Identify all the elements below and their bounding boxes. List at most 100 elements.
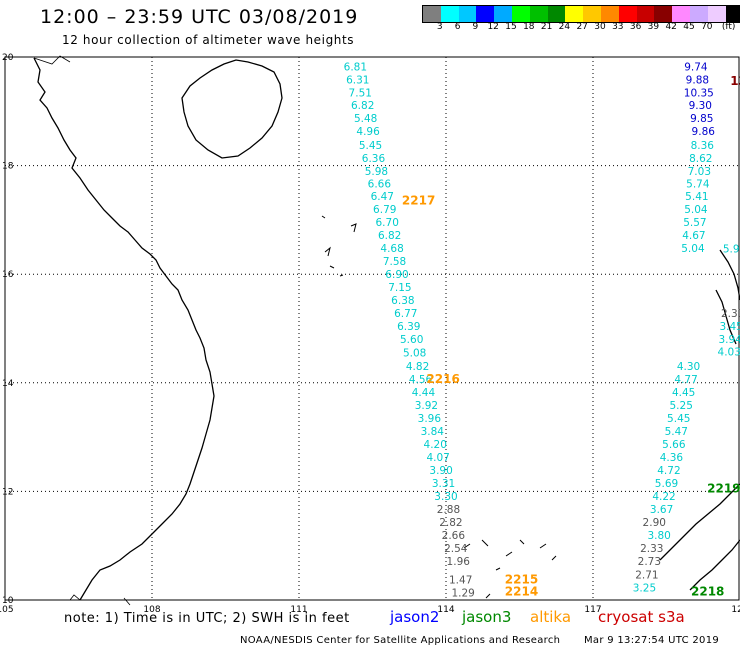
legend-tick-label: 42 (665, 22, 677, 32)
wave-height-label: 3.67 (650, 504, 673, 516)
legend-swatch (600, 6, 619, 22)
wave-height-label: 4.56 (409, 374, 433, 386)
legend-swatch (476, 6, 495, 22)
lon-tick-label: 105 (0, 605, 14, 615)
pass-number-label: 2218 (691, 585, 724, 599)
wave-height-label: 4.45 (672, 387, 695, 399)
wave-height-label: 4.82 (406, 361, 429, 373)
wave-height-label: 4.67 (682, 230, 705, 242)
legend-tick-label: 36 (629, 22, 642, 32)
wave-height-label: 6.90 (385, 269, 408, 281)
legend-tick-label: 12 (487, 22, 499, 32)
lon-tick-label: 120 (731, 605, 740, 615)
wave-height-label: 4.20 (424, 439, 447, 451)
legend-tick-label: 39 (647, 22, 660, 32)
map-title: 12:00 – 23:59 UTC 03/08/2019 (40, 6, 359, 28)
legend-jason3: jason3 (462, 608, 512, 626)
lat-lon-grid: 105 108 111 114 117 120 20 18 16 14 12 10 (0, 53, 740, 615)
wave-height-label: 5.08 (403, 348, 426, 360)
pass-number-label: 2216 (426, 372, 459, 386)
wave-height-label: 2.73 (638, 556, 661, 568)
footer-note: note: 1) Time is in UTC; 2) SWH is in fe… (64, 611, 350, 626)
wave-height-label: 3.80 (647, 530, 670, 542)
wave-height-label: 3.96 (418, 413, 442, 425)
legend-swatch (511, 6, 530, 22)
legend-swatch (725, 6, 740, 22)
wave-height-label: 6.77 (394, 308, 417, 320)
legend-tick-label: 24 (558, 22, 571, 32)
wave-height-label: 5.66 (662, 439, 686, 451)
lat-tick-label: 10 (2, 596, 14, 606)
lat-tick-label: 18 (2, 162, 14, 172)
legend-swatch (458, 6, 477, 22)
wave-height-label: 6.66 (368, 178, 392, 190)
vietnam-inland (33, 55, 71, 65)
wave-height-label: 9.74 (684, 62, 708, 74)
wave-height-label: 5.41 (685, 191, 708, 203)
wave-height-label: 6.70 (376, 217, 399, 229)
luzon-coastline (715, 249, 740, 345)
legend-swatch (654, 6, 673, 22)
legend-tick-label: 9 (472, 22, 479, 32)
wave-height-label: 3.25 (633, 582, 656, 594)
wave-height-label: 3.31 (432, 478, 455, 490)
lon-tick-label: 114 (437, 605, 454, 615)
wave-height-label: 6.31 (346, 75, 369, 87)
paracel-islands (321, 215, 357, 277)
wave-height-label: 6.82 (378, 230, 401, 242)
wave-height-label: 9.30 (689, 100, 712, 112)
wave-height-label: 4.07 (426, 452, 449, 464)
wave-height-label: 5.74 (686, 178, 710, 190)
wave-height-label: 6.47 (371, 191, 394, 203)
legend-tick-label: 33 (612, 22, 624, 32)
legend-tick-label: 21 (540, 22, 553, 32)
wave-height-label: 4.22 (652, 491, 675, 503)
wave-height-label: 2.54 (444, 543, 468, 555)
wave-height-label: 3.92 (415, 400, 438, 412)
wave-height-label: 9.85 (690, 113, 713, 125)
wave-height-label: 9.88 (686, 75, 709, 87)
wave-height-label: 6.38 (391, 295, 414, 307)
wave-height-label: 5.45 (359, 140, 382, 152)
wave-height-label: 5.04 (681, 243, 705, 255)
legend-swatch (583, 6, 601, 22)
legend-swatch (707, 6, 726, 22)
legend-tick-label: 27 (576, 22, 588, 32)
map-subtitle: 12 hour collection of altimeter wave hei… (62, 33, 355, 47)
legend-jason2: jason2 (390, 608, 440, 626)
legend-swatch (529, 6, 548, 22)
map-frame (4, 56, 740, 601)
wave-height-label: 7.03 (688, 166, 711, 178)
lat-tick-label: 16 (2, 270, 14, 280)
wave-height-label: 4.30 (677, 361, 700, 373)
legend-tick-label: 18 (523, 22, 535, 32)
legend-swatch (636, 6, 655, 22)
pass-number-label: 2214 (505, 585, 538, 599)
wave-height-label: 7.51 (349, 88, 372, 100)
lon-tick-label: 108 (143, 605, 160, 615)
wave-height-label: 7.15 (388, 282, 411, 294)
legend-swatch (440, 6, 459, 22)
legend-swatch (494, 6, 512, 22)
wave-height-label: 7.58 (383, 256, 406, 268)
legend-swatch (565, 6, 584, 22)
wave-height-label: 9.86 (692, 126, 716, 138)
wave-height-label: 2.33 (640, 543, 663, 555)
wave-height-label: 4.96 (356, 126, 380, 138)
wave-height-label: 5.69 (655, 478, 678, 490)
wave-height-label: 5.25 (670, 400, 693, 412)
wave-height-label: 6.36 (362, 153, 386, 165)
credit-line: NOAA/NESDIS Center for Satellite Applica… (240, 635, 561, 646)
spratly-islands (463, 539, 557, 599)
legend-swatch (689, 6, 708, 22)
wave-height-label: 5.47 (665, 426, 688, 438)
wave-height-label: 8.62 (689, 153, 712, 165)
wave-height-label: 5.04 (684, 204, 708, 216)
wave-height-label: 3.94 (719, 334, 740, 346)
legend-tick-label: 45 (683, 22, 695, 32)
wave-height-label: 1.29 (451, 588, 474, 600)
wave-height-label: 8.36 (691, 140, 715, 152)
